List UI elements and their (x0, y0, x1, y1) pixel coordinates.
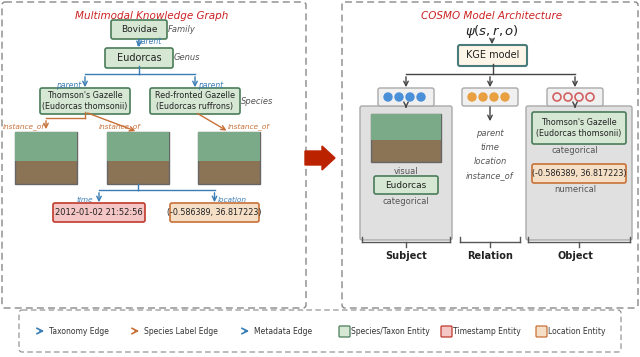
Circle shape (384, 93, 392, 101)
Text: parent: parent (198, 80, 223, 90)
FancyBboxPatch shape (532, 164, 626, 183)
Circle shape (490, 93, 498, 101)
Text: $\psi(s, r, o)$: $\psi(s, r, o)$ (465, 23, 519, 40)
FancyBboxPatch shape (107, 132, 169, 184)
Text: Thomson's Gazelle
(Eudorcas thomsonii): Thomson's Gazelle (Eudorcas thomsonii) (42, 91, 128, 111)
FancyBboxPatch shape (15, 132, 77, 184)
Circle shape (501, 93, 509, 101)
Text: location: location (218, 197, 247, 203)
FancyBboxPatch shape (526, 106, 632, 240)
FancyBboxPatch shape (374, 176, 438, 194)
Text: 2012-01-02 21:52:56: 2012-01-02 21:52:56 (55, 208, 143, 217)
FancyBboxPatch shape (198, 132, 260, 161)
Text: Family: Family (168, 25, 196, 34)
Text: Object: Object (557, 251, 593, 261)
Text: parent: parent (56, 80, 82, 90)
Text: numerical: numerical (554, 185, 596, 194)
FancyBboxPatch shape (170, 203, 259, 222)
Text: location: location (474, 157, 507, 166)
Text: visual: visual (394, 167, 419, 176)
Text: (-0.586389, 36.817223): (-0.586389, 36.817223) (532, 169, 627, 178)
Text: parent: parent (136, 37, 162, 46)
Text: instance_of: instance_of (228, 124, 270, 130)
Text: Multimodal Knowledge Graph: Multimodal Knowledge Graph (76, 11, 228, 21)
Text: Subject: Subject (385, 251, 427, 261)
Text: Timestamp Entity: Timestamp Entity (453, 327, 521, 336)
FancyBboxPatch shape (15, 132, 77, 161)
FancyBboxPatch shape (458, 45, 527, 66)
Circle shape (395, 93, 403, 101)
Text: categorical: categorical (383, 197, 429, 206)
Text: Relation: Relation (467, 251, 513, 261)
Text: KGE model: KGE model (466, 50, 519, 60)
Text: Species: Species (241, 96, 273, 106)
Text: Species/Taxon Entity: Species/Taxon Entity (351, 327, 429, 336)
FancyBboxPatch shape (371, 114, 441, 162)
FancyBboxPatch shape (536, 326, 547, 337)
FancyBboxPatch shape (150, 88, 240, 114)
Text: Taxonomy Edge: Taxonomy Edge (49, 327, 109, 336)
Text: Red-fronted Gazelle
(Eudorcas ruffrons): Red-fronted Gazelle (Eudorcas ruffrons) (155, 91, 235, 111)
Text: Eudorcas: Eudorcas (116, 53, 161, 63)
Text: (-0.586389, 36.817223): (-0.586389, 36.817223) (167, 208, 262, 217)
Text: time: time (481, 143, 499, 152)
FancyBboxPatch shape (111, 20, 167, 39)
Text: instance_of: instance_of (99, 124, 141, 130)
FancyBboxPatch shape (53, 203, 145, 222)
Text: instance_of: instance_of (466, 171, 514, 180)
FancyBboxPatch shape (198, 132, 260, 184)
Circle shape (417, 93, 425, 101)
Circle shape (479, 93, 487, 101)
Text: instance_of: instance_of (3, 124, 45, 130)
FancyBboxPatch shape (378, 88, 434, 106)
Text: categorical: categorical (552, 146, 598, 155)
FancyBboxPatch shape (360, 106, 452, 240)
Text: Eudorcas: Eudorcas (385, 181, 427, 190)
Text: Bovidae: Bovidae (121, 25, 157, 34)
FancyBboxPatch shape (547, 88, 603, 106)
Circle shape (468, 93, 476, 101)
FancyBboxPatch shape (107, 132, 169, 161)
FancyBboxPatch shape (40, 88, 130, 114)
Text: Metadata Edge: Metadata Edge (254, 327, 312, 336)
Polygon shape (305, 146, 335, 170)
FancyBboxPatch shape (532, 112, 626, 144)
Text: COSMO Model Architecture: COSMO Model Architecture (421, 11, 563, 21)
FancyBboxPatch shape (371, 114, 441, 140)
Circle shape (406, 93, 414, 101)
Text: Genus: Genus (174, 54, 200, 62)
Text: Location Entity: Location Entity (548, 327, 605, 336)
FancyBboxPatch shape (441, 326, 452, 337)
Text: Species Label Edge: Species Label Edge (144, 327, 218, 336)
FancyBboxPatch shape (462, 88, 518, 106)
FancyBboxPatch shape (105, 48, 173, 68)
Text: Thomson's Gazelle
(Eudorcas thomsonii): Thomson's Gazelle (Eudorcas thomsonii) (536, 118, 621, 138)
FancyBboxPatch shape (339, 326, 350, 337)
Text: time: time (77, 197, 93, 203)
Text: parent: parent (476, 129, 504, 138)
